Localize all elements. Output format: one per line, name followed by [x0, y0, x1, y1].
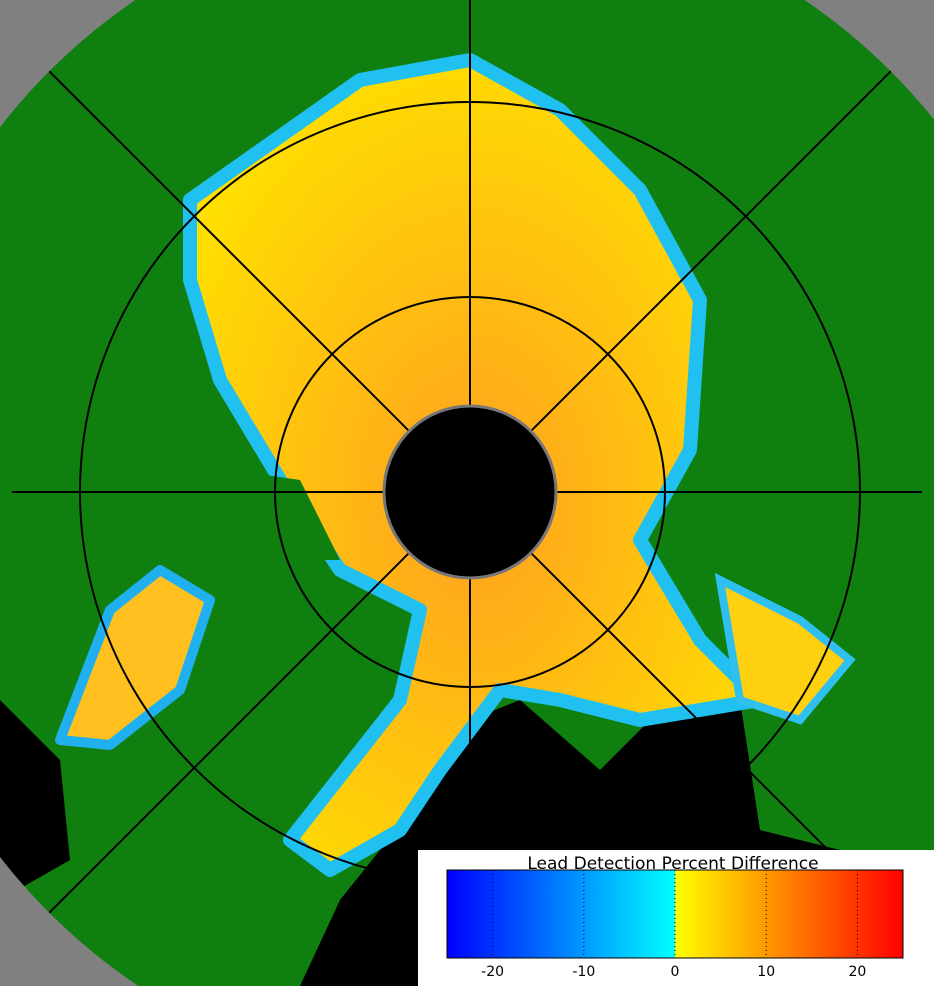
colorbar-low	[447, 870, 675, 958]
tick-label: 0	[671, 964, 680, 980]
sea-ice	[714, 572, 856, 725]
colorbar: Lead Detection Percent Difference -20 -10…	[418, 850, 934, 986]
ocean	[0, 700, 70, 900]
tick-label: -10	[572, 964, 595, 980]
islands	[100, 400, 220, 470]
pole-hole	[382, 404, 558, 580]
colorbar-high	[675, 870, 903, 958]
sea-ice	[55, 565, 215, 750]
colorbar-title: Lead Detection Percent Difference	[527, 854, 818, 874]
tick-label: 10	[757, 964, 775, 980]
tick-label: 20	[848, 964, 866, 980]
tick-label: -20	[481, 964, 504, 980]
